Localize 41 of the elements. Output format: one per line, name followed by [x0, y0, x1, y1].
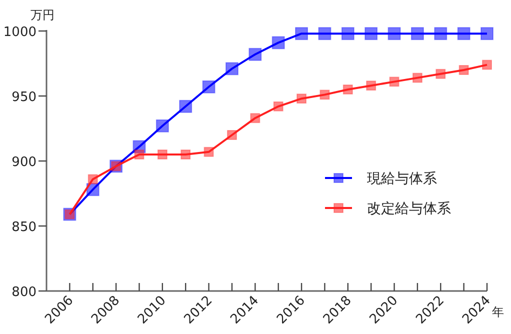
- point: [180, 150, 191, 160]
- y-tick-label: 800: [12, 285, 36, 300]
- point: [273, 101, 284, 112]
- point: [248, 48, 262, 61]
- point: [202, 80, 216, 94]
- point: [458, 65, 469, 75]
- y-tick-label: 950: [12, 90, 36, 105]
- point: [272, 36, 285, 50]
- point: [179, 100, 192, 113]
- point: [157, 150, 168, 160]
- x-axis-title: 年: [492, 305, 504, 319]
- point: [388, 27, 401, 40]
- y-tick-label: 1000: [3, 25, 36, 40]
- y-tick-label: 850: [12, 220, 36, 235]
- point: [389, 76, 400, 87]
- point: [156, 119, 169, 132]
- point: [226, 130, 237, 140]
- legend-label: 現給与体系: [367, 171, 437, 187]
- point: [482, 60, 492, 70]
- point: [88, 174, 98, 184]
- point: [320, 90, 330, 100]
- point: [225, 62, 238, 76]
- point: [296, 94, 307, 104]
- point: [434, 27, 448, 40]
- point: [457, 27, 470, 40]
- y-axis-title: 万円: [30, 8, 54, 22]
- point: [295, 27, 308, 40]
- point: [412, 72, 422, 83]
- y-tick-label: 900: [12, 155, 36, 170]
- point: [410, 27, 424, 40]
- point: [341, 27, 354, 40]
- point: [366, 80, 376, 91]
- point: [250, 113, 260, 124]
- point: [342, 84, 353, 94]
- point: [134, 150, 144, 160]
- point: [204, 146, 214, 157]
- point: [318, 27, 332, 40]
- legend-label: 改定給与体系: [367, 201, 451, 217]
- point: [436, 68, 446, 79]
- point: [480, 27, 494, 40]
- point: [364, 27, 378, 40]
